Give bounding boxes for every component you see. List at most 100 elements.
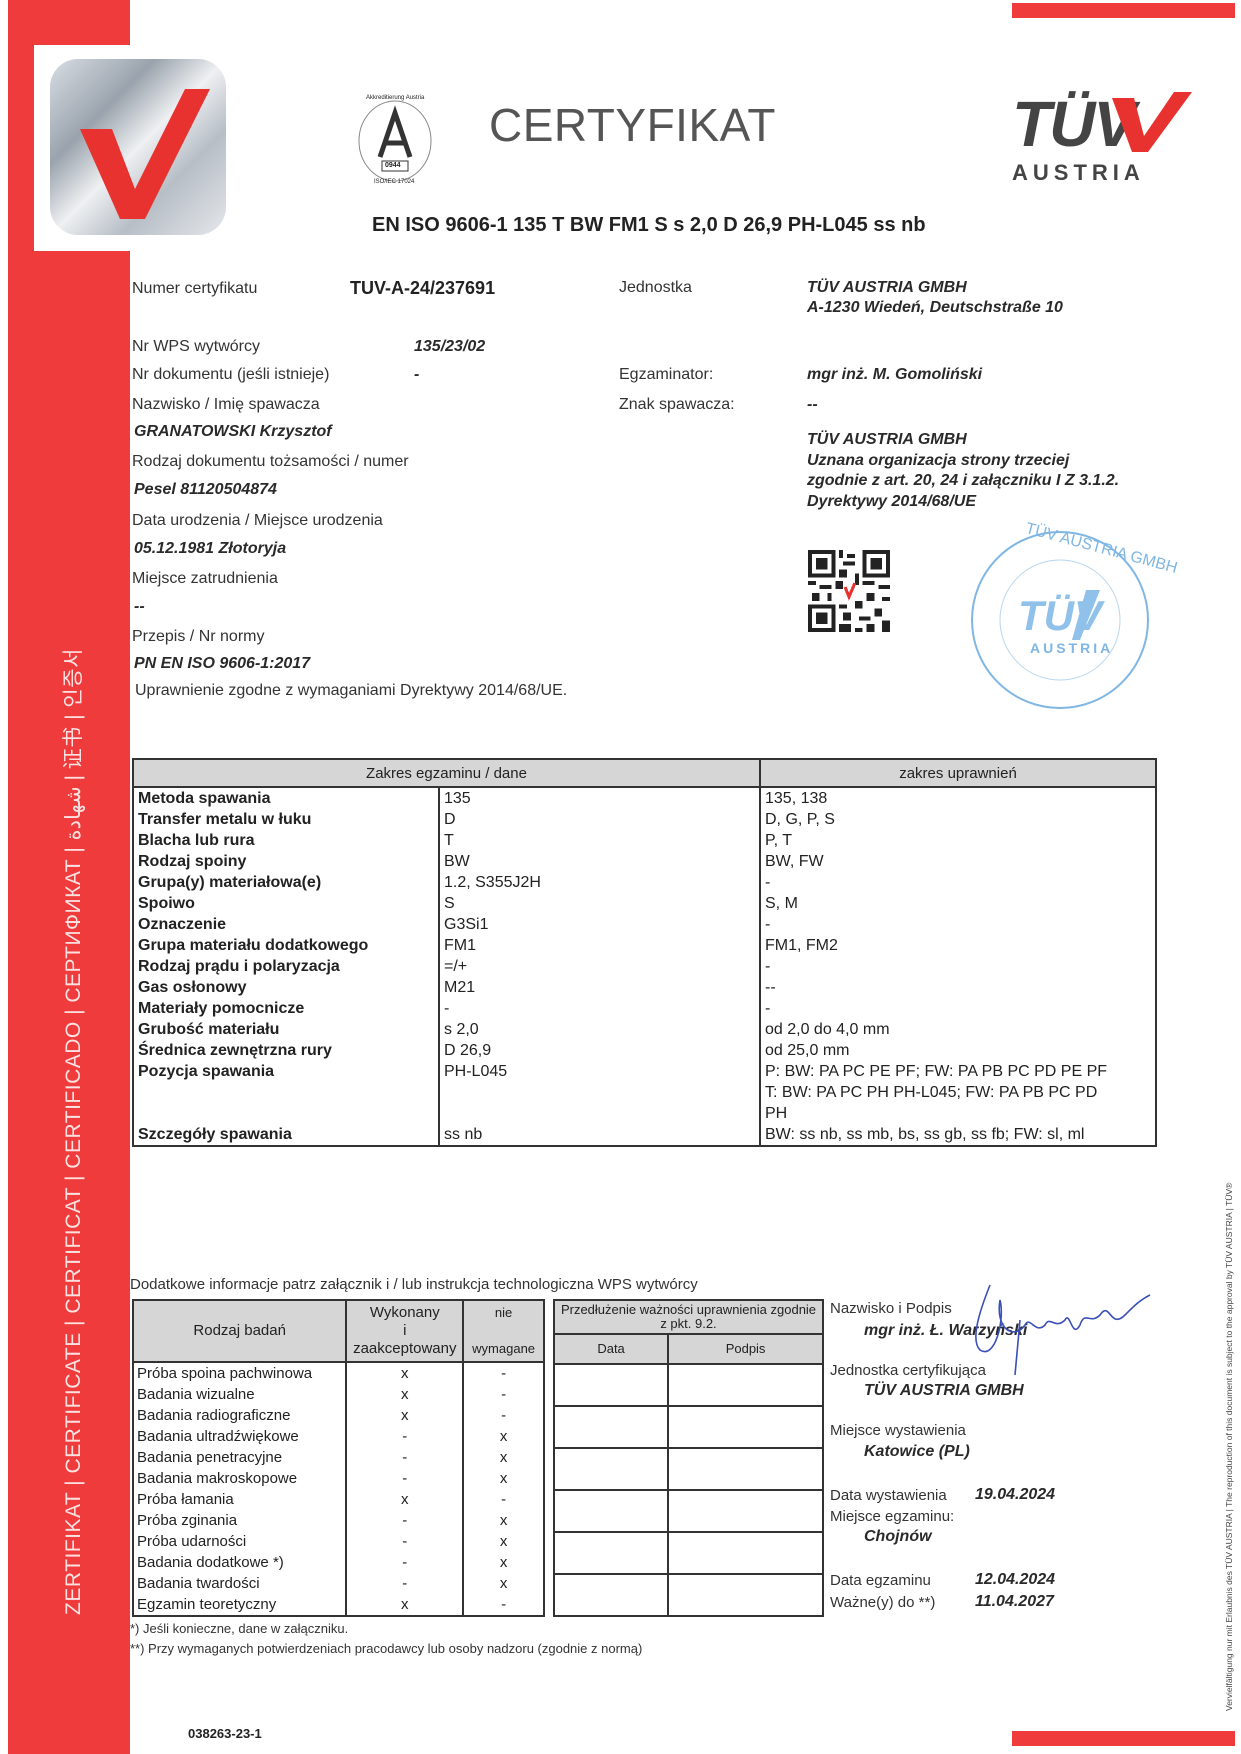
test-row: Badania ultradźwiękowe - x (131, 1426, 545, 1447)
scope-range-value: - (759, 998, 1157, 1019)
scope-param-name: Rodzaj prądu i polaryzacja (132, 956, 440, 977)
scope-exam-value: PH-L045 (438, 1061, 761, 1124)
test-name: Badania ultradźwiękowe (131, 1426, 348, 1447)
test-name: Egzamin teoretyczny (131, 1594, 348, 1617)
test-done: - (345, 1510, 465, 1531)
extension-title: Przedłużenie ważności uprawnienia zgodni… (553, 1299, 824, 1335)
id-label: Rodzaj dokumentu tożsamości / numer (132, 453, 409, 470)
test-not-required: x (462, 1447, 545, 1468)
footnote-2: **) Przy wymaganych potwierdzeniach prac… (130, 1641, 643, 1656)
test-name: Badania twardości (131, 1573, 348, 1594)
valid-until: 11.04.2027 (975, 1593, 1054, 1610)
scope-param-name: Blacha lub rura (132, 830, 440, 851)
test-name: Próba udarności (131, 1531, 348, 1552)
scope-exam-value: S (438, 893, 761, 914)
extension-signature-cell (667, 1363, 824, 1407)
scope-exam-value: ss nb (438, 1124, 761, 1147)
scope-range-value: od 25,0 mm (759, 1040, 1157, 1061)
extension-date-cell (552, 1531, 670, 1575)
cert-body-label: Jednostka certyfikująca (830, 1362, 986, 1379)
scope-exam-value: D (438, 809, 761, 830)
test-not-required: x (462, 1426, 545, 1447)
scope-param-name: Metoda spawania (132, 787, 440, 809)
test-done: - (345, 1426, 465, 1447)
scope-range-value: BW, FW (759, 851, 1157, 872)
extension-table: Przedłużenie ważności uprawnienia zgodni… (552, 1299, 824, 1617)
extension-date-cell (552, 1489, 670, 1533)
scope-exam-value: 135 (438, 787, 761, 809)
scope-param-name: Spoiwo (132, 893, 440, 914)
tuv-stamp: TÜV AUSTRIA GMBH TÜV AUSTRIA (968, 520, 1179, 712)
test-done: x (345, 1384, 465, 1405)
scope-row: Materiały pomocnicze - - (132, 998, 1157, 1019)
issue-date: 19.04.2024 (975, 1486, 1056, 1503)
scope-range-value: P, T (759, 830, 1157, 851)
scope-exam-value: T (438, 830, 761, 851)
red-side-band (8, 0, 130, 1754)
exam-date-label: Data egzaminu (830, 1572, 931, 1589)
cert-no-label: Numer certyfikatu (132, 280, 258, 297)
test-row: Badania penetracyjne - x (131, 1447, 545, 1468)
exam-date: 12.04.2024 (975, 1571, 1056, 1588)
scope-param-name: Średnica zewnętrzna rury (132, 1040, 440, 1061)
scope-row: Średnica zewnętrzna rury D 26,9 od 25,0 mm (132, 1040, 1157, 1061)
top-red-bar (1012, 3, 1235, 18)
scope-exam-value: M21 (438, 977, 761, 998)
test-not-required: - (462, 1489, 545, 1510)
extension-signature-cell (667, 1405, 824, 1449)
test-not-required: x (462, 1468, 545, 1489)
test-name: Próba łamania (131, 1489, 348, 1510)
scope-header-range: zakres uprawnień (759, 758, 1157, 788)
extension-row (552, 1405, 824, 1449)
extension-row (552, 1447, 824, 1491)
scope-exam-value: 1.2, S355J2H (438, 872, 761, 893)
document-code: 038263-23-1 (188, 1726, 262, 1741)
test-name: Badania makroskopowe (131, 1468, 348, 1489)
reproduction-notice: Vervielfältigung nur mit Erlaubnis des T… (1224, 1182, 1234, 1711)
welder-mark-value: -- (807, 396, 818, 413)
cert-no: TUV-A-24/237691 (350, 278, 496, 298)
certificate-title: CERTYFIKAT (489, 99, 776, 151)
test-row: Próba udarności - x (131, 1531, 545, 1552)
welder-name-label: Nazwisko / Imię spawacza (132, 396, 320, 413)
additional-info-note: Dodatkowe informacje patrz załącznik i /… (130, 1276, 698, 1293)
scope-table: Zakres egzaminu / dane zakres uprawnień … (132, 758, 1157, 1147)
test-name: Badania penetracyjne (131, 1447, 348, 1468)
welder-mark-label: Znak spawacza: (619, 396, 735, 413)
test-done: - (345, 1552, 465, 1573)
scope-row: Szczegóły spawania ss nb BW: ss nb, ss mb,… (132, 1124, 1157, 1147)
scope-row: Spoiwo S S, M (132, 893, 1157, 914)
tests-header-type: Rodzaj badań (131, 1299, 348, 1363)
extension-row (552, 1363, 824, 1407)
birth-value: 05.12.1981 Złotoryja (134, 540, 287, 557)
test-row: Próba zginania - x (131, 1510, 545, 1531)
test-done: - (345, 1531, 465, 1552)
birth-label: Data urodzenia / Miejsce urodzenia (132, 512, 383, 529)
scope-param-name: Grupa(y) materiałowa(e) (132, 872, 440, 893)
test-done: x (345, 1362, 465, 1384)
scope-param-name: Grubość materiału (132, 1019, 440, 1040)
bottom-red-bar (1012, 1731, 1235, 1746)
extension-date-cell (552, 1405, 670, 1449)
scope-range-value: - (759, 914, 1157, 935)
test-done: - (345, 1468, 465, 1489)
issue-place-label: Miejsce wystawienia (830, 1422, 966, 1439)
scope-row: Grupa materiału dodatkowego FM1 FM1, FM2 (132, 935, 1157, 956)
test-name: Próba spoina pachwinowa (131, 1362, 348, 1384)
wps-value: 135/23/02 (414, 338, 486, 355)
signer-name: mgr inż. Ł. Warzyński (864, 1322, 1028, 1339)
tests-header-done: Wykonany i zaakceptowany (345, 1299, 465, 1363)
employer-label: Miejsce zatrudnienia (132, 570, 278, 587)
extension-header-date: Data (552, 1333, 670, 1365)
extension-date-cell (552, 1447, 670, 1491)
scope-param-name: Grupa materiału dodatkowego (132, 935, 440, 956)
scope-range-value: 135, 138 (759, 787, 1157, 809)
check-mark-icon (80, 89, 210, 219)
extension-date-cell (552, 1573, 670, 1617)
scope-row: Gas osłonowy M21 -- (132, 977, 1157, 998)
test-not-required: - (462, 1362, 545, 1384)
qr-code (808, 550, 890, 632)
test-row: Badania twardości - x (131, 1573, 545, 1594)
scope-exam-value: G3Si1 (438, 914, 761, 935)
scope-exam-value: =/+ (438, 956, 761, 977)
